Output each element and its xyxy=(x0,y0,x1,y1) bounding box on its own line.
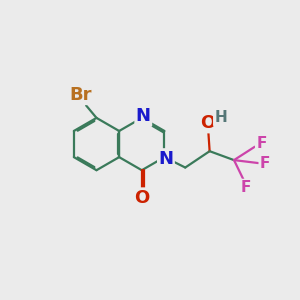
Text: O: O xyxy=(134,189,149,207)
Text: O: O xyxy=(200,114,216,132)
Text: H: H xyxy=(214,110,227,125)
Text: F: F xyxy=(241,180,251,195)
Text: N: N xyxy=(136,107,151,125)
Text: N: N xyxy=(158,150,173,168)
Text: F: F xyxy=(260,156,270,171)
Text: F: F xyxy=(256,136,266,151)
Text: Br: Br xyxy=(69,86,92,104)
